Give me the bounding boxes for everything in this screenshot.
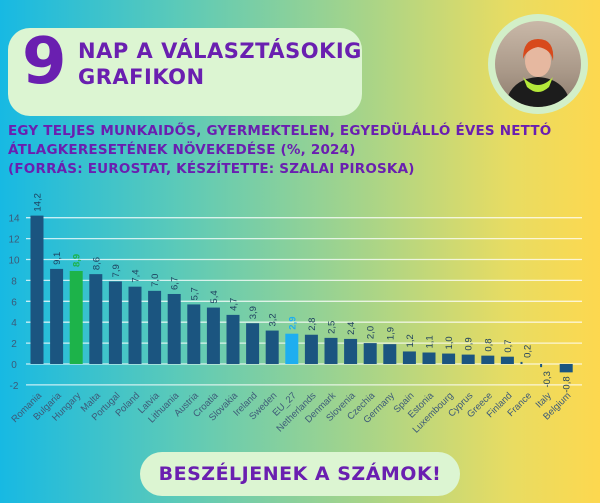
value-label: 0,2: [523, 345, 534, 358]
author-photo: [488, 14, 588, 114]
value-label: 3,2: [268, 313, 279, 326]
bar-malta: [89, 274, 103, 364]
subtitle-line2: ÁTLAGKERESETÉNEK NÖVEKEDÉSE (%, 2024): [8, 142, 356, 158]
value-label: 1,1: [425, 335, 436, 348]
bar-belgium: [559, 364, 573, 373]
value-label: 7,4: [131, 269, 142, 282]
bar-lithuania: [167, 293, 181, 364]
value-label: 1,2: [405, 334, 416, 347]
value-label: 0,7: [503, 339, 514, 352]
value-label: 7,9: [111, 264, 122, 277]
y-tick-label: 14: [8, 214, 20, 225]
bar-czechia: [363, 343, 377, 364]
bar-germany: [383, 344, 397, 364]
bar-sweden: [265, 330, 279, 364]
value-label: 2,8: [307, 318, 318, 331]
value-label: 2,5: [327, 321, 338, 334]
y-tick-label: 6: [11, 297, 17, 308]
days-count: 9: [22, 25, 67, 99]
bar-spain: [402, 351, 416, 364]
bar-finland: [500, 356, 514, 364]
value-label: 5,7: [189, 287, 200, 300]
y-tick-label: 10: [8, 256, 20, 267]
y-tick-label: 0: [11, 360, 17, 371]
value-label: 2,4: [346, 322, 357, 335]
footer-button[interactable]: BESZÉLJENEK A SZÁMOK!: [140, 452, 460, 496]
bar-austria: [187, 304, 201, 364]
header-title: NAP A VÁLASZTÁSOKIG GRAFIKON: [78, 38, 362, 90]
bar-cyprus: [461, 354, 475, 364]
value-label: 9,1: [52, 252, 63, 265]
bar-luxembourg: [442, 353, 456, 364]
value-label: 6,7: [170, 277, 181, 290]
subtitle-line1: EGY TELJES MUNKAIDŐS, GYERMEKTELEN, EGYE…: [8, 123, 552, 139]
bar-eu_27: [285, 333, 299, 364]
value-label: 0,8: [483, 338, 494, 351]
bar-hungary: [69, 270, 83, 364]
bar-croatia: [206, 307, 220, 364]
y-tick-label: 12: [8, 235, 20, 246]
chart-subtitle: EGY TELJES MUNKAIDŐS, GYERMEKTELEN, EGYE…: [8, 122, 551, 179]
bar-bulgaria: [50, 268, 64, 364]
value-label: -0,3: [542, 371, 553, 387]
y-tick-label: 8: [11, 276, 17, 287]
y-tick-label: 4: [11, 318, 17, 329]
value-label: 8,6: [91, 257, 102, 270]
value-label: 1,0: [444, 336, 455, 349]
value-label: 7,0: [150, 274, 161, 287]
header-banner: [8, 28, 362, 116]
bar-romania: [30, 215, 44, 364]
bar-denmark: [324, 337, 338, 364]
bar-estonia: [422, 352, 436, 364]
bar-italy: [540, 364, 543, 368]
header-title-line2: GRAFIKON: [78, 65, 205, 89]
bar-portugal: [108, 281, 122, 364]
bar-ireland: [246, 323, 260, 364]
bar-greece: [481, 355, 495, 364]
value-label: 2,0: [366, 326, 377, 339]
header-title-line1: NAP A VÁLASZTÁSOKIG: [78, 39, 362, 63]
y-tick-label: -2: [10, 381, 19, 392]
value-label: 2,9: [287, 316, 298, 329]
value-label: 4,7: [229, 298, 240, 311]
y-tick-label: 2: [11, 339, 17, 350]
bar-france: [520, 361, 523, 364]
value-label: -0,8: [562, 376, 573, 392]
value-label: 3,9: [248, 306, 259, 319]
bar-slovakia: [226, 314, 240, 364]
value-label: 0,9: [464, 337, 475, 350]
subtitle-line3: (FORRÁS: EUROSTAT, KÉSZÍTETTE: SZALAI PI…: [8, 161, 415, 177]
value-label: 14,2: [33, 193, 44, 212]
value-label: 8,9: [72, 254, 83, 267]
value-label: 5,4: [209, 290, 220, 303]
value-label: 1,9: [385, 327, 396, 340]
bar-netherlands: [304, 334, 318, 364]
bar-poland: [128, 286, 142, 364]
bar-slovenia: [344, 338, 358, 364]
bar-latvia: [148, 290, 162, 364]
